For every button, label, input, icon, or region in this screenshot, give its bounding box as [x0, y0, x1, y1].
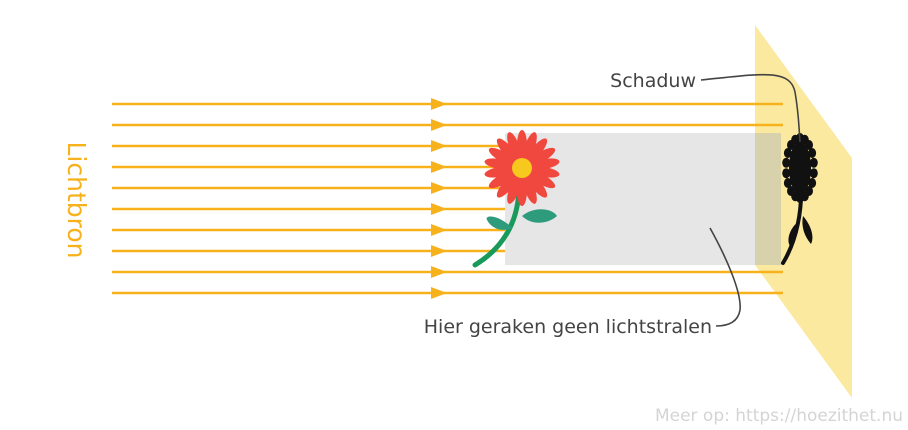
ray-arrow-icon — [431, 119, 447, 131]
flower-petal — [526, 173, 548, 198]
ray-arrow-icon — [431, 203, 447, 215]
shadow-leader-line — [700, 73, 801, 143]
flower-shadow-icon — [781, 133, 818, 265]
flower-leaf-left — [486, 216, 512, 230]
screen-shadow-overlap — [755, 133, 781, 265]
flower-petal — [496, 173, 518, 198]
flower-leaf-right — [522, 209, 557, 223]
shadow-petal — [809, 168, 818, 179]
flower-petal — [522, 132, 537, 161]
flower-petal — [507, 132, 522, 161]
ray-arrow-icon — [431, 224, 447, 236]
ray-arrow-icon — [431, 287, 447, 299]
no-light-leader-line — [709, 227, 741, 327]
light-source-label: Lichtbron — [62, 141, 91, 258]
ray-arrow-icon — [431, 245, 447, 257]
shadow-petal — [791, 134, 800, 145]
flower-center — [512, 158, 532, 178]
shadow-label: Schaduw — [610, 70, 696, 92]
shadow-petal — [782, 157, 791, 168]
no-light-label: Hier geraken geen lichtstralen — [424, 316, 712, 338]
flower-petals — [484, 130, 560, 206]
shadow-petal — [787, 185, 796, 196]
shadow-petal — [809, 157, 818, 168]
flower-petal — [526, 138, 548, 163]
flower-petal — [488, 170, 516, 189]
ray-arrow-icon — [431, 161, 447, 173]
ray-arrow-icon — [431, 266, 447, 278]
shadow-petal — [804, 140, 813, 151]
flower-petal — [528, 170, 556, 189]
flower-petal — [488, 147, 516, 166]
ray-arrow-icon — [431, 182, 447, 194]
flower-petal — [522, 175, 537, 204]
flower-petal — [496, 138, 518, 163]
shadow-petal — [808, 148, 817, 158]
ray-arrow-icon — [431, 98, 447, 110]
projection-screen — [755, 25, 852, 398]
flower-icon — [472, 130, 560, 268]
shadow-petal — [783, 148, 792, 158]
shadow-petal — [782, 168, 791, 179]
shadow-petal — [783, 178, 792, 188]
flower-petal — [507, 175, 522, 204]
flower-petal — [528, 147, 556, 166]
shadow-petal — [808, 178, 817, 188]
light-rays — [112, 98, 783, 299]
ray-arrow-icon — [431, 140, 447, 152]
shadow-petals — [782, 133, 818, 203]
credit-label: Meer op: https://hoezithet.nu — [655, 406, 903, 426]
